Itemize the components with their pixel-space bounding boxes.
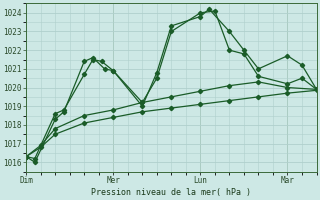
X-axis label: Pression niveau de la mer( hPa ): Pression niveau de la mer( hPa ) bbox=[91, 188, 251, 197]
